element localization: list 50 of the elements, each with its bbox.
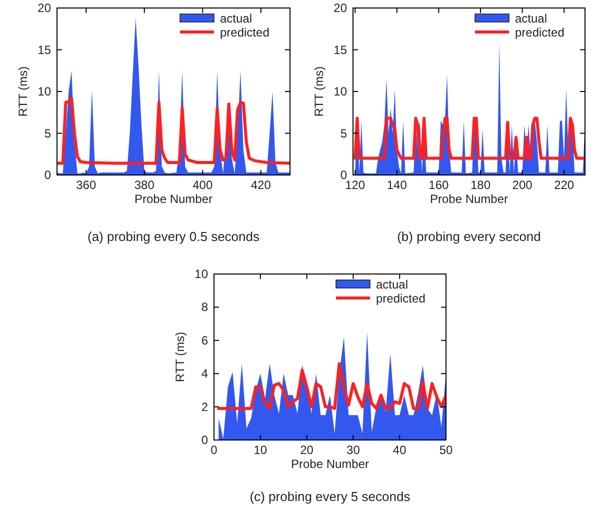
x-axis-title: Probe Number: [134, 192, 213, 206]
x-tick-label: 120: [345, 178, 366, 192]
y-tick-label: 0: [201, 433, 208, 447]
x-tick-label: 10: [254, 443, 268, 457]
legend-label: actual: [220, 12, 252, 26]
y-tick-label: 0: [340, 168, 348, 182]
x-tick-label: 180: [470, 178, 491, 192]
legend-label: predicted: [376, 292, 426, 306]
legend-label: actual: [376, 278, 408, 292]
y-tick-label: 5: [44, 126, 52, 140]
x-tick-label: 0: [210, 443, 218, 457]
x-tick-label: 140: [386, 178, 408, 192]
x-tick-label: 380: [134, 178, 155, 192]
x-tick-label: 40: [392, 443, 407, 457]
x-tick-label: 20: [300, 443, 314, 457]
y-tick-label: 10: [334, 84, 348, 98]
legend-label: predicted: [515, 26, 564, 40]
line-series: [354, 116, 585, 160]
y-axis-title: RTT (ms): [173, 332, 187, 382]
y-tick-label: 20: [38, 1, 52, 15]
x-tick-label: 420: [250, 178, 272, 192]
text: (b) probing every second: [397, 229, 541, 244]
y-tick-label: 5: [340, 126, 348, 140]
text: (c) probing every 5 seconds: [250, 489, 411, 504]
text: (a) probing every 0.5 seconds: [88, 229, 260, 244]
x-axis-title: Probe Number: [290, 457, 370, 471]
y-tick-label: 2: [201, 400, 208, 414]
legend-label: predicted: [220, 26, 270, 40]
y-tick-label: 10: [194, 267, 208, 281]
y-axis-title: RTT (ms): [16, 66, 30, 117]
x-tick-label: 160: [428, 178, 450, 192]
x-axis-title: Probe Number: [430, 192, 508, 206]
y-tick-label: 0: [44, 168, 52, 182]
y-tick-label: 6: [201, 333, 208, 348]
x-tick-label: 200: [512, 178, 533, 192]
y-tick-label: 10: [38, 84, 52, 98]
x-tick-label: 400: [192, 178, 213, 192]
y-tick-label: 20: [334, 1, 348, 15]
y-tick-label: 4: [201, 366, 208, 381]
line-series: [57, 96, 290, 165]
x-tick-label: 220: [554, 178, 574, 192]
x-tick-label: 30: [346, 443, 360, 457]
x-tick-label: 50: [439, 443, 453, 457]
legend-label: actual: [515, 12, 548, 26]
y-tick-label: 15: [38, 42, 52, 57]
y-tick-label: 8: [201, 300, 208, 314]
y-axis-title: RTT (ms): [312, 66, 326, 117]
y-tick-label: 15: [334, 42, 348, 57]
x-tick-label: 360: [76, 178, 96, 192]
line-series: [217, 362, 446, 410]
